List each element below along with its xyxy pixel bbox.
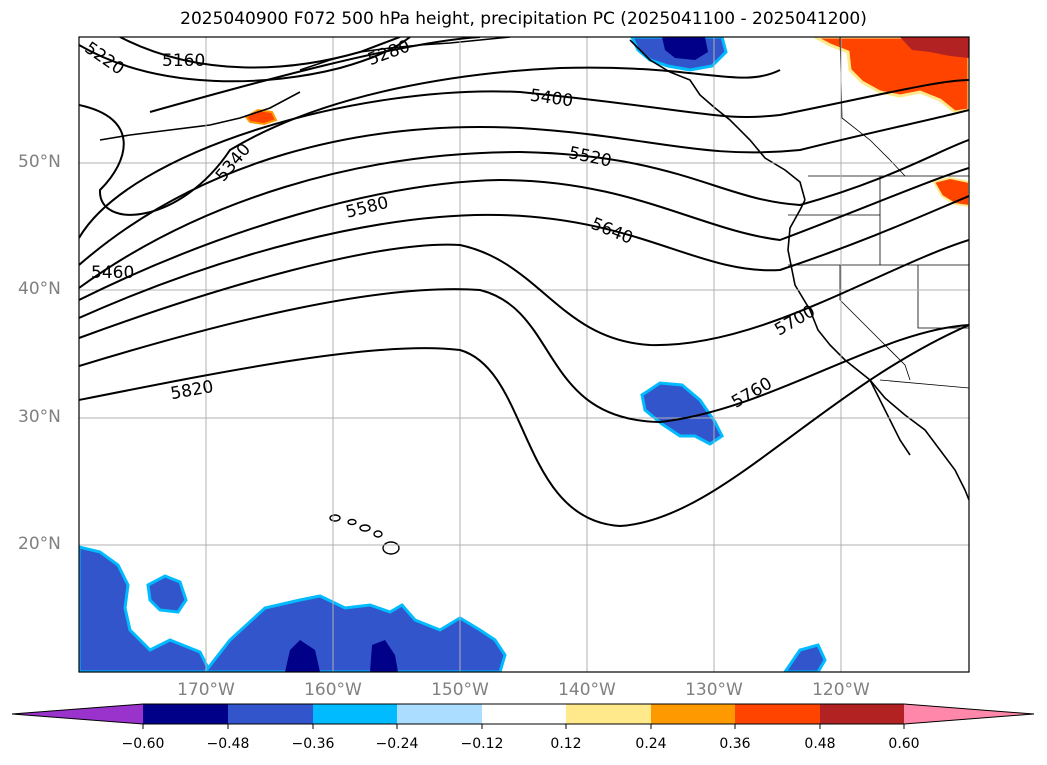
contour-5640 <box>79 195 969 319</box>
height-contours <box>79 37 969 528</box>
colorbar-tick-label: −0.36 <box>291 736 335 752</box>
coastlines <box>99 37 969 501</box>
contour-label-5700: 5700 <box>771 301 818 340</box>
aleutian-islands <box>99 91 301 141</box>
lat-label-20n: 20°N <box>18 534 61 554</box>
lon-label-170w: 170°W <box>177 680 235 700</box>
colorbar-tick-label: 0.24 <box>635 736 667 752</box>
precip-area-south-dark-2 <box>370 640 398 672</box>
contour-5820 <box>79 324 969 528</box>
contour-5220 <box>79 37 411 83</box>
gridlines <box>79 37 969 672</box>
colorbar-bin-8 <box>735 704 820 724</box>
contour-5340 <box>79 66 781 216</box>
lat-label-30n: 30°N <box>18 407 61 427</box>
contour-5160 <box>119 37 401 69</box>
colorbar-tick-label: 0.60 <box>888 736 920 752</box>
contour-label-5520: 5520 <box>567 143 613 172</box>
precip-area-subtropical <box>640 381 724 446</box>
baja-california <box>869 379 911 456</box>
precip-positive-areas <box>244 37 969 208</box>
precip-area-gulf-alaska-dark <box>662 37 708 60</box>
political-borders <box>788 37 969 389</box>
colorbar-bin-2 <box>228 704 313 724</box>
colorbar-tick-label: −0.12 <box>460 736 504 752</box>
colorbar-tick-label: −0.60 <box>121 736 165 752</box>
colorbar-tick-label: 0.36 <box>719 736 751 752</box>
colorbar-tick-label: 0.48 <box>804 736 836 752</box>
precip-area-northeast-dark <box>900 37 969 58</box>
lon-label-140w: 140°W <box>558 680 616 700</box>
contour-label-5580: 5580 <box>344 193 391 223</box>
canada-coast <box>629 39 806 201</box>
contour-5700 <box>79 239 969 347</box>
colorbar-tick-label: 0.12 <box>550 736 582 752</box>
contour-label-5460: 5460 <box>91 263 134 283</box>
precip-area-aleutian <box>244 108 278 126</box>
us-west-coast <box>787 199 969 501</box>
precip-area-northeast <box>814 37 969 114</box>
contour-5280 <box>149 37 481 113</box>
colorbar-extend-low <box>12 704 143 724</box>
precip-area-small <box>146 574 188 614</box>
colorbar-bin-1 <box>143 704 228 724</box>
lon-label-160w: 160°W <box>304 680 362 700</box>
lon-label-120w: 120°W <box>812 680 870 700</box>
colorbar-bin-6 <box>566 704 651 724</box>
contour-5460 <box>79 109 969 266</box>
contour-5520 <box>79 139 969 289</box>
hawaiian-islands <box>329 514 400 555</box>
contour-label-5760: 5760 <box>728 374 775 413</box>
contour-5400 <box>79 79 969 239</box>
lon-label-150w: 150°W <box>431 680 489 700</box>
precip-area-se <box>783 643 827 672</box>
precip-area-south-2 <box>203 594 507 672</box>
plot-frame <box>78 36 970 673</box>
colorbar-bin-7 <box>651 704 735 724</box>
colorbar-bin-9 <box>820 704 904 724</box>
colorbar-tick-label: −0.24 <box>375 736 419 752</box>
lat-label-50n: 50°N <box>18 152 61 172</box>
contour-label-5640: 5640 <box>588 214 636 249</box>
colorbar-extend-high <box>904 704 1034 724</box>
lon-label-130w: 130°W <box>685 680 743 700</box>
colorbar-tick-label: −0.48 <box>206 736 250 752</box>
precip-negative-areas <box>79 37 827 672</box>
colorbar <box>11 703 1035 729</box>
precip-area-south-dark <box>285 640 320 672</box>
contour-label-5400: 5400 <box>529 86 575 112</box>
colorbar-bin-4 <box>397 704 482 724</box>
map-title: 2025040900 F072 500 hPa height, precipit… <box>180 9 867 29</box>
contour-label-5160: 5160 <box>162 51 205 71</box>
colorbar-bin-3 <box>313 704 397 724</box>
contour-label-5220: 5220 <box>81 38 128 79</box>
colorbar-bin-5 <box>482 704 566 724</box>
contour-5760 <box>79 288 969 424</box>
precip-area-south <box>79 545 212 672</box>
lat-label-40n: 40°N <box>18 279 61 299</box>
precip-area-east <box>932 176 969 208</box>
contour-5580 <box>79 167 969 301</box>
